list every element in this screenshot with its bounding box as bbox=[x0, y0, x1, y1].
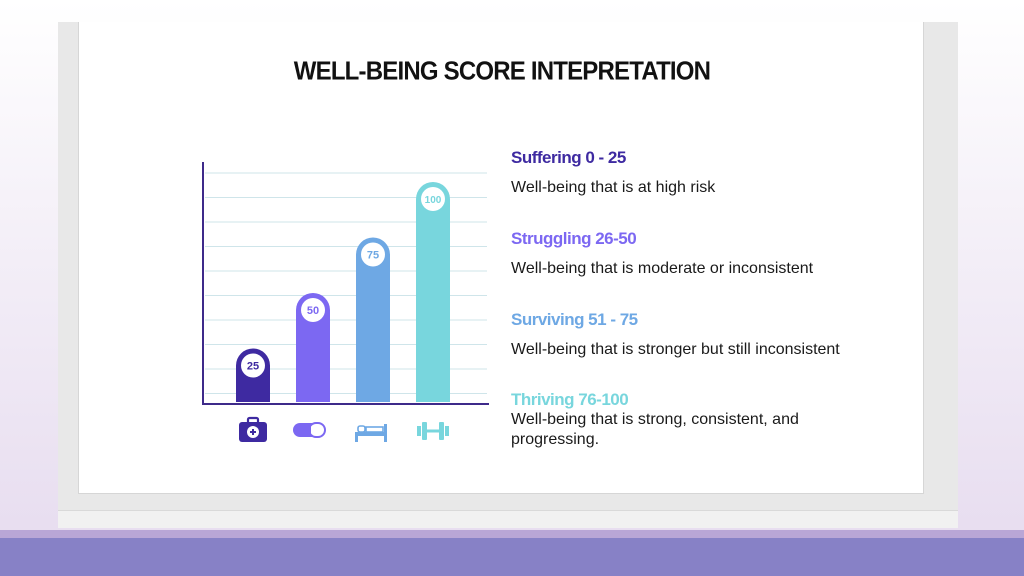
dumbbell-icon bbox=[417, 422, 449, 440]
slide-title: WELL-BEING SCORE INTEPRETATION bbox=[293, 56, 711, 87]
bar-dumbbell: 100 bbox=[416, 182, 450, 402]
tier-title-surviving: Surviving 51 - 75 bbox=[511, 310, 638, 329]
medical-kit-icon bbox=[239, 416, 267, 442]
tier-title-thriving: Thriving 76-100 bbox=[511, 390, 629, 409]
bar bbox=[296, 293, 330, 402]
bar-chart: 25 50 75 100 bbox=[202, 162, 489, 442]
data-label: 25 bbox=[247, 361, 259, 373]
axes bbox=[202, 162, 489, 405]
slide-scroll-strip bbox=[58, 510, 958, 528]
bar-pill: 50 bbox=[296, 293, 330, 402]
bed-icon bbox=[355, 424, 387, 442]
bar bbox=[416, 182, 450, 402]
bottom-accent-line bbox=[0, 530, 1024, 538]
data-label-badge bbox=[421, 187, 445, 211]
slide: WELL-BEING SCORE INTEPRETATION 25 50 75 100 bbox=[78, 22, 924, 494]
data-label-badge bbox=[301, 298, 325, 322]
data-label: 100 bbox=[425, 195, 442, 206]
data-label: 75 bbox=[367, 250, 379, 262]
tier-desc-surviving: Well-being that is stronger but still in… bbox=[511, 341, 840, 358]
data-label-badge bbox=[361, 242, 385, 267]
bar bbox=[356, 237, 390, 402]
bottom-bar bbox=[0, 538, 1024, 576]
tier-desc-suffering: Well-being that is at high risk bbox=[511, 179, 716, 196]
tier-title-struggling: Struggling 26-50 bbox=[511, 229, 637, 248]
bars: 25 50 75 100 bbox=[236, 182, 450, 402]
tier-title-suffering: Suffering 0 - 25 bbox=[511, 148, 626, 167]
bar-medical-kit: 25 bbox=[236, 348, 270, 402]
pill-icon bbox=[293, 422, 326, 438]
tier-desc-thriving: Well-being that is strong, consistent, a… bbox=[511, 411, 799, 448]
tier-desc-struggling: Well-being that is moderate or inconsist… bbox=[511, 260, 814, 277]
bar-bed: 75 bbox=[356, 237, 390, 402]
data-label: 50 bbox=[307, 305, 319, 317]
data-label-badge bbox=[241, 353, 265, 378]
